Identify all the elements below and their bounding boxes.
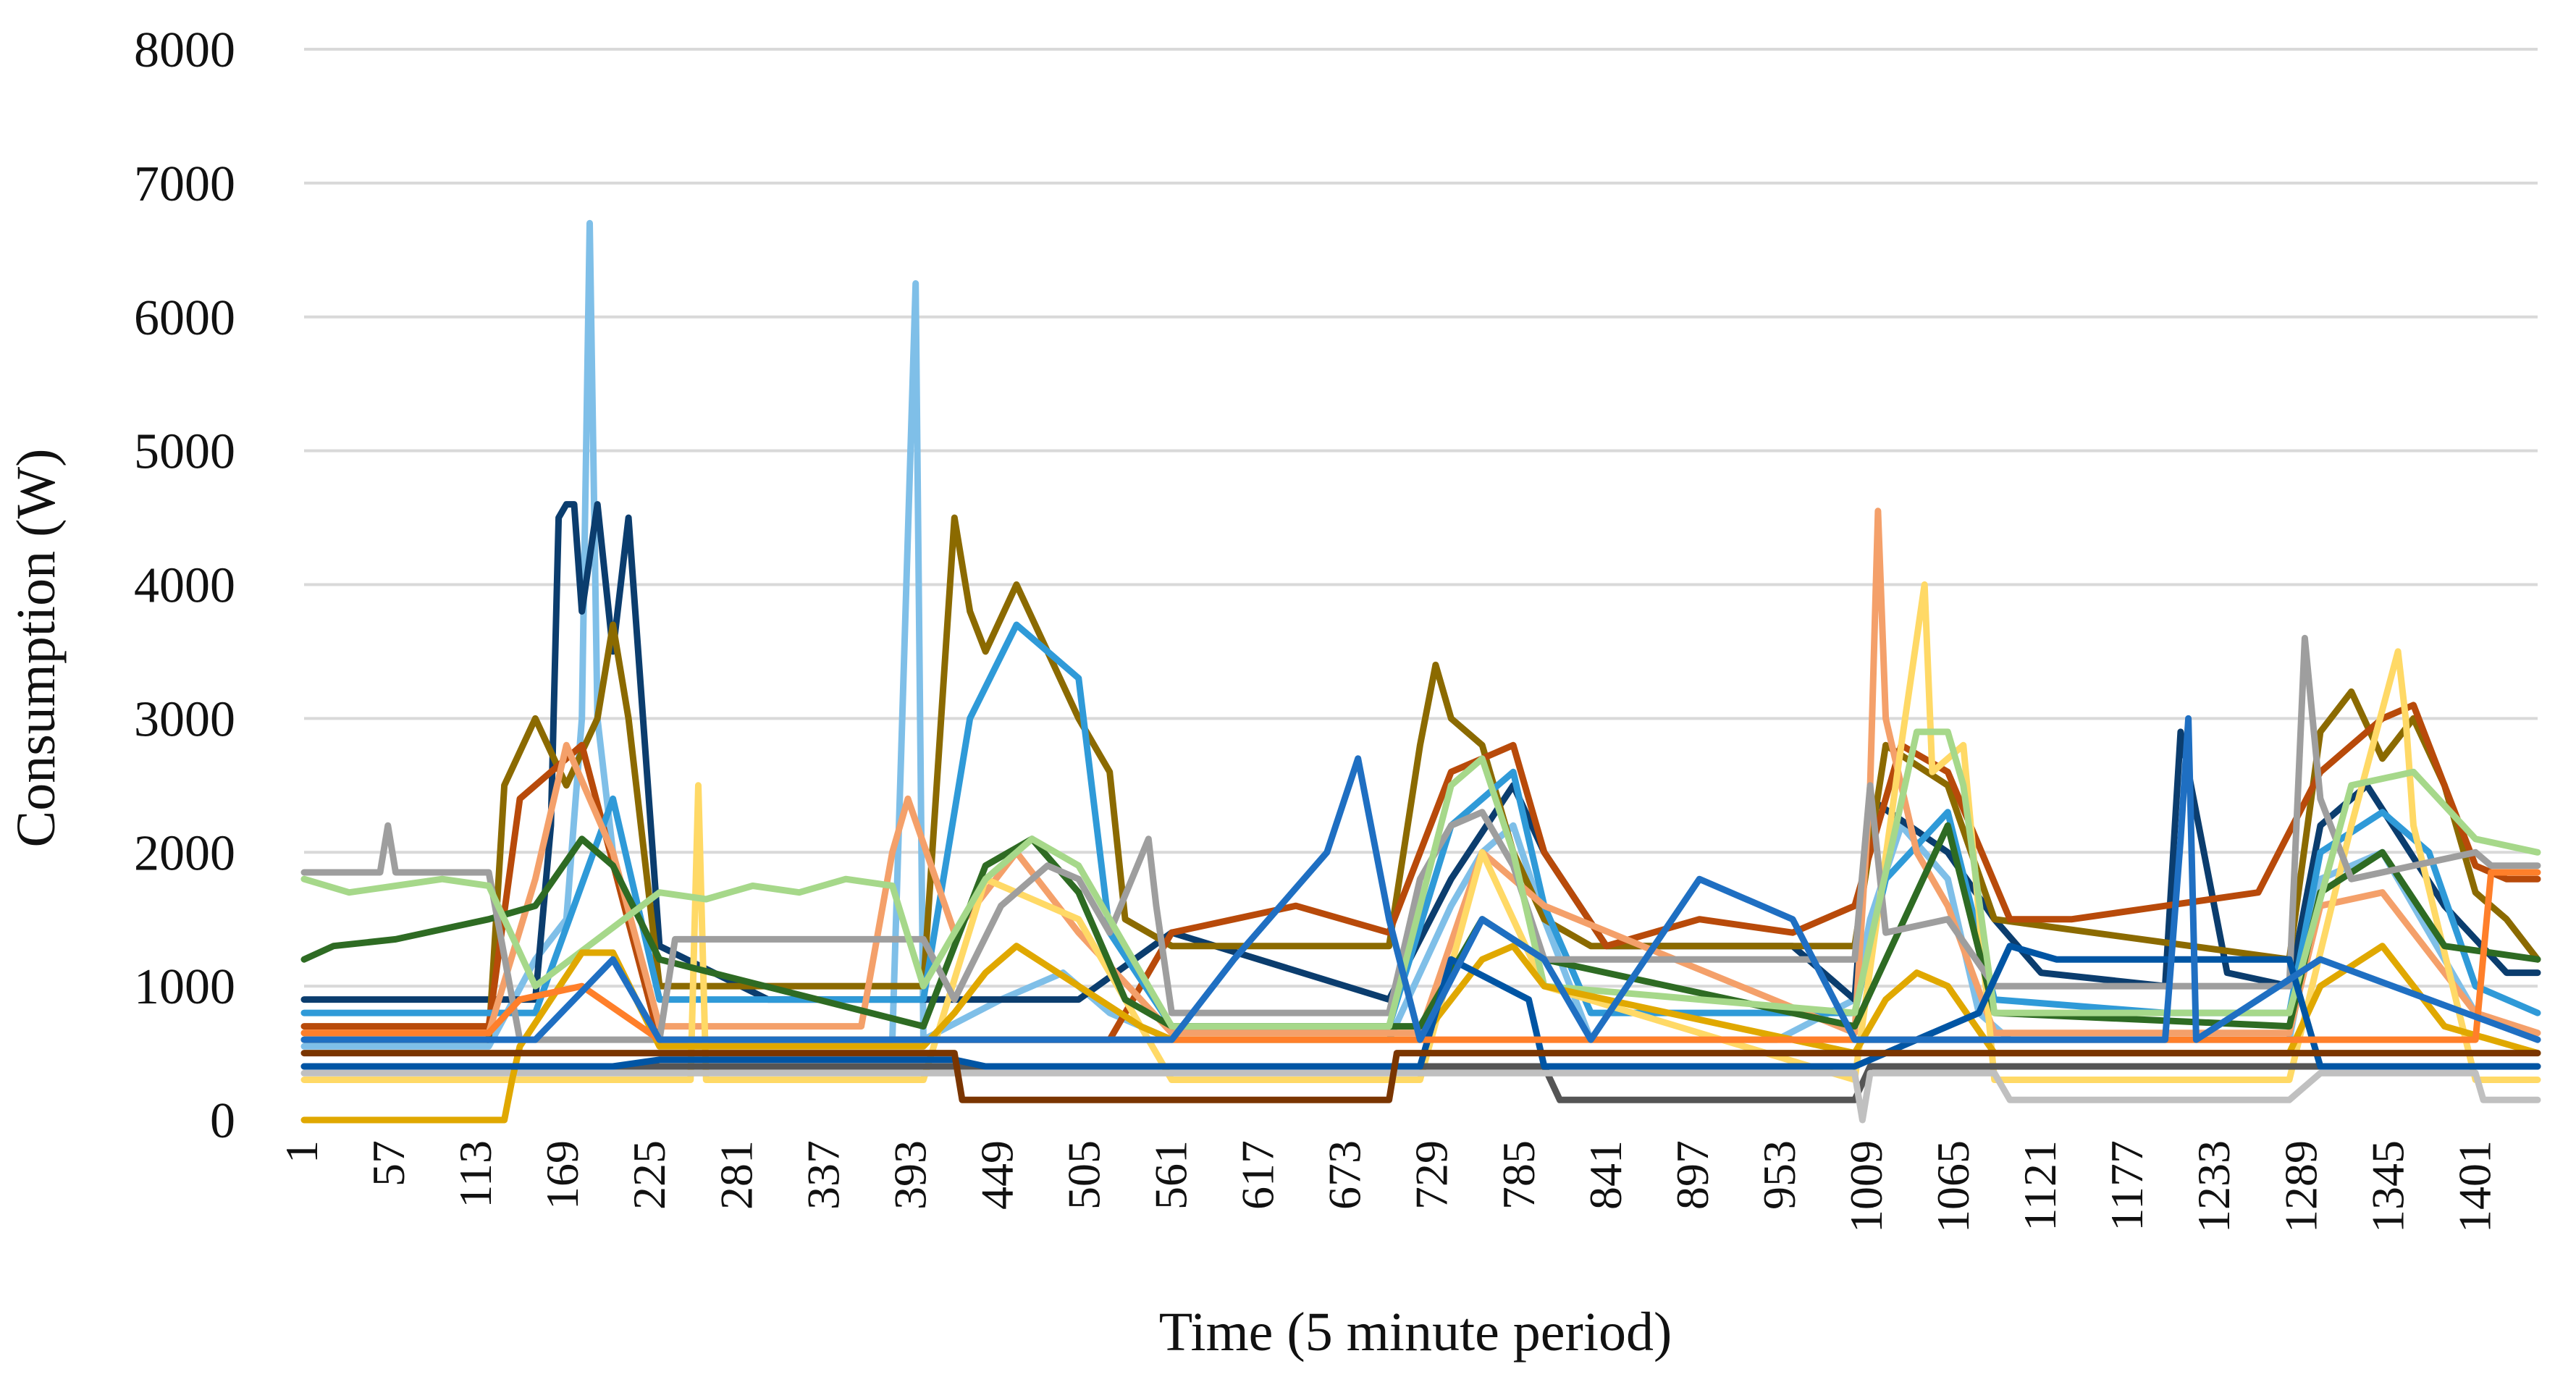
- y-tick-label: 3000: [134, 691, 235, 747]
- x-tick-label: 169: [536, 1140, 588, 1210]
- y-tick-label: 1000: [134, 959, 235, 1015]
- series-line-17: [300, 715, 2541, 1043]
- series-line-9: [300, 634, 2541, 1043]
- x-tick-label: 561: [1145, 1140, 1197, 1210]
- series-line-6: [300, 508, 2541, 1037]
- y-axis-ticks: 0 1000 2000 3000 4000 5000 6000 7000 8000: [134, 22, 235, 1149]
- y-tick-label: 6000: [134, 290, 235, 346]
- series-line-11: [300, 1063, 2541, 1103]
- x-tick-label: 897: [1667, 1140, 1718, 1210]
- y-tick-label: 4000: [134, 558, 235, 614]
- y-tick-label: 0: [210, 1093, 235, 1149]
- x-tick-label: 1401: [2449, 1140, 2500, 1233]
- x-tick-label: 841: [1580, 1140, 1631, 1210]
- series-line-10: [300, 728, 2541, 1030]
- x-tick-label: 113: [450, 1140, 501, 1208]
- x-tick-label: 617: [1232, 1140, 1284, 1210]
- x-tick-label: 281: [710, 1140, 762, 1210]
- x-tick-label: 1345: [2362, 1140, 2413, 1233]
- series-line-2: [300, 501, 2541, 1003]
- x-axis-ticks: 1 57 113 169 225 281 337 393 449 505 561 617 673 729 7…: [276, 1140, 2500, 1233]
- x-tick-label: 1233: [2188, 1140, 2239, 1233]
- series-lines: [300, 219, 2541, 1124]
- x-tick-label: 393: [884, 1140, 935, 1210]
- y-tick-label: 2000: [134, 825, 235, 881]
- x-tick-label: 1: [276, 1140, 327, 1163]
- y-tick-label: 7000: [134, 156, 235, 212]
- x-axis-title: Time (5 minute period): [1159, 1302, 1672, 1363]
- x-tick-label: 729: [1406, 1140, 1457, 1210]
- x-tick-label: 449: [971, 1140, 1022, 1210]
- series-line-12: [300, 1069, 2541, 1124]
- x-tick-label: 785: [1493, 1140, 1544, 1210]
- x-tick-label: 505: [1058, 1140, 1110, 1210]
- gridlines: [304, 48, 2538, 988]
- x-tick-label: 1121: [2014, 1140, 2066, 1231]
- y-tick-label: 8000: [134, 22, 235, 78]
- x-tick-label: 1009: [1840, 1140, 1892, 1233]
- x-tick-label: 1065: [1927, 1140, 1979, 1233]
- y-tick-label: 5000: [134, 424, 235, 480]
- x-tick-label: 337: [797, 1140, 849, 1210]
- series-line-16: [300, 1050, 2541, 1103]
- x-tick-label: 225: [623, 1140, 675, 1210]
- x-tick-label: 673: [1319, 1140, 1371, 1210]
- series-line-5: [300, 621, 2541, 1030]
- x-tick-label: 953: [1754, 1140, 1805, 1210]
- x-tick-label: 1289: [2275, 1140, 2326, 1233]
- series-line-3: [300, 514, 2541, 1043]
- x-tick-label: 1177: [2101, 1140, 2152, 1231]
- x-tick-label: 57: [363, 1140, 414, 1187]
- y-axis-title: Consumption (W): [6, 449, 67, 848]
